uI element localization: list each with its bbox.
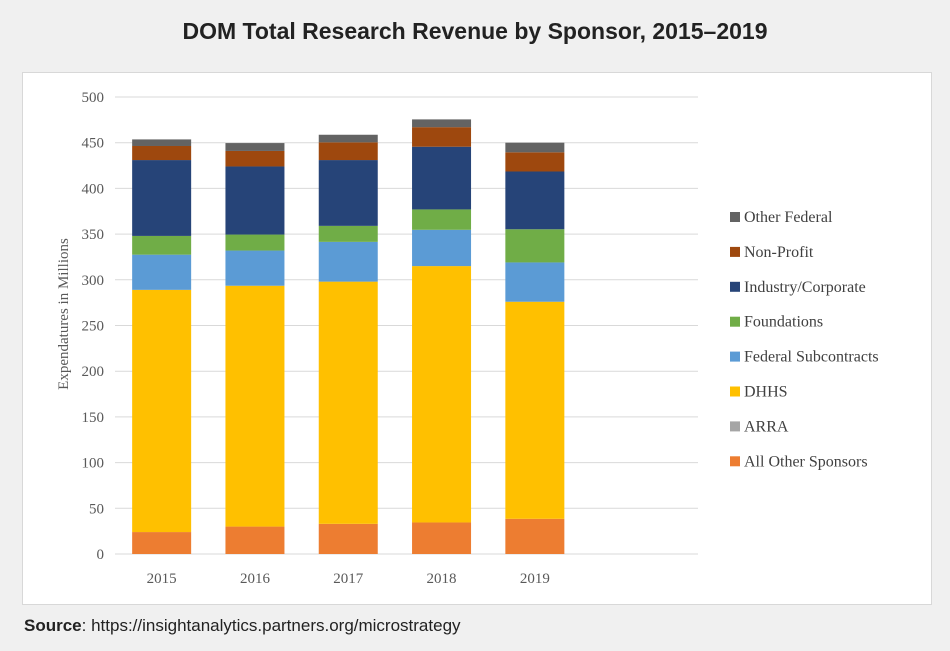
legend-label: Industry/Corporate xyxy=(744,279,866,296)
bar-segment-all-other-sponsors-2016 xyxy=(225,526,285,554)
legend-swatch xyxy=(730,316,740,327)
y-tick-label: 350 xyxy=(82,227,105,243)
bar-segment-foundations-2016 xyxy=(225,234,285,251)
y-tick-label: 300 xyxy=(82,273,105,289)
bar-segment-all-other-sponsors-2017 xyxy=(318,523,378,554)
y-tick-label: 400 xyxy=(82,181,105,197)
bar-segment-foundations-2019 xyxy=(505,229,565,263)
bar-segment-federal-subcontracts-2018 xyxy=(412,229,472,267)
x-tick-label: 2015 xyxy=(147,571,177,587)
bar-segment-federal-subcontracts-2015 xyxy=(132,254,192,290)
legend-label: ARRA xyxy=(744,418,789,435)
bar-segment-non-profit-2016 xyxy=(225,150,285,167)
x-tick-label: 2017 xyxy=(333,571,364,587)
legend-swatch xyxy=(730,421,740,432)
x-tick-label: 2019 xyxy=(520,571,550,587)
bar-segment-foundations-2017 xyxy=(318,225,378,242)
bar-segment-non-profit-2017 xyxy=(318,142,378,161)
y-tick-label: 250 xyxy=(82,319,105,335)
chart-panel: 0 50 100 150 200 250 300 350 400 450 500 Expendatur… xyxy=(22,72,932,605)
legend-swatch xyxy=(730,456,740,467)
bar-segment-industry-corporate-2016 xyxy=(225,166,285,235)
bar-segment-non-profit-2015 xyxy=(132,145,192,161)
bar-segment-industry-corporate-2018 xyxy=(412,146,472,210)
bar-segment-other-federal-2018 xyxy=(412,119,472,128)
legend-label: All Other Sponsors xyxy=(744,453,868,470)
x-tick-label: 2016 xyxy=(240,571,271,587)
y-tick-label: 0 xyxy=(97,547,105,563)
x-tick-label: 2018 xyxy=(427,571,457,587)
bar-segment-other-federal-2017 xyxy=(318,134,378,143)
bar-segment-all-other-sponsors-2019 xyxy=(505,518,565,554)
y-tick-label: 200 xyxy=(82,364,105,380)
bar-segment-foundations-2018 xyxy=(412,209,472,230)
legend-label: Other Federal xyxy=(744,209,833,226)
bar-segment-federal-subcontracts-2019 xyxy=(505,262,565,302)
legend-swatch xyxy=(730,281,740,292)
y-axis-label: Expendatures in Millions xyxy=(56,238,72,390)
legend-label: Federal Subcontracts xyxy=(744,349,879,366)
bar-segment-dhhs-2017 xyxy=(318,281,378,524)
bar-segment-dhhs-2019 xyxy=(505,301,565,519)
bar-segment-all-other-sponsors-2018 xyxy=(412,522,472,554)
bar-segment-federal-subcontracts-2016 xyxy=(225,250,285,286)
y-tick-label: 150 xyxy=(82,410,105,426)
legend-label: Non-Profit xyxy=(744,244,814,261)
bar-segment-non-profit-2018 xyxy=(412,127,472,147)
bar-segment-industry-corporate-2015 xyxy=(132,160,192,236)
legend-label: DHHS xyxy=(744,384,788,401)
bar-segment-dhhs-2015 xyxy=(132,289,192,533)
bar-segment-foundations-2015 xyxy=(132,235,192,255)
bar-segment-all-other-sponsors-2015 xyxy=(132,532,192,554)
legend-swatch xyxy=(730,351,740,362)
source-url[interactable]: : https://insightanalytics.partners.org/… xyxy=(81,616,461,635)
bar-segment-non-profit-2019 xyxy=(505,152,565,172)
bar-segment-dhhs-2016 xyxy=(225,285,285,527)
bar-segment-industry-corporate-2019 xyxy=(505,171,565,230)
legend-label: Foundations xyxy=(744,314,823,331)
source-note: Source: https://insightanalytics.partner… xyxy=(24,616,461,636)
y-tick-label: 500 xyxy=(82,90,105,106)
y-tick-label: 100 xyxy=(82,456,105,472)
bar-segment-other-federal-2019 xyxy=(505,142,565,153)
legend-swatch xyxy=(730,386,740,397)
y-tick-label: 50 xyxy=(89,501,104,517)
legend-swatch xyxy=(730,246,740,257)
legend-swatch xyxy=(730,212,740,222)
y-tick-label: 450 xyxy=(82,136,105,152)
bar-segment-federal-subcontracts-2017 xyxy=(318,241,378,282)
bar-segment-industry-corporate-2017 xyxy=(318,160,378,226)
bar-segment-other-federal-2016 xyxy=(225,143,285,151)
bar-segment-other-federal-2015 xyxy=(132,139,192,146)
stacked-bar-chart: 0 50 100 150 200 250 300 350 400 450 500 Expendatur… xyxy=(56,90,879,587)
chart-title: DOM Total Research Revenue by Sponsor, 2… xyxy=(182,18,768,44)
bar-segment-dhhs-2018 xyxy=(412,266,472,523)
source-label: Source xyxy=(24,616,82,635)
